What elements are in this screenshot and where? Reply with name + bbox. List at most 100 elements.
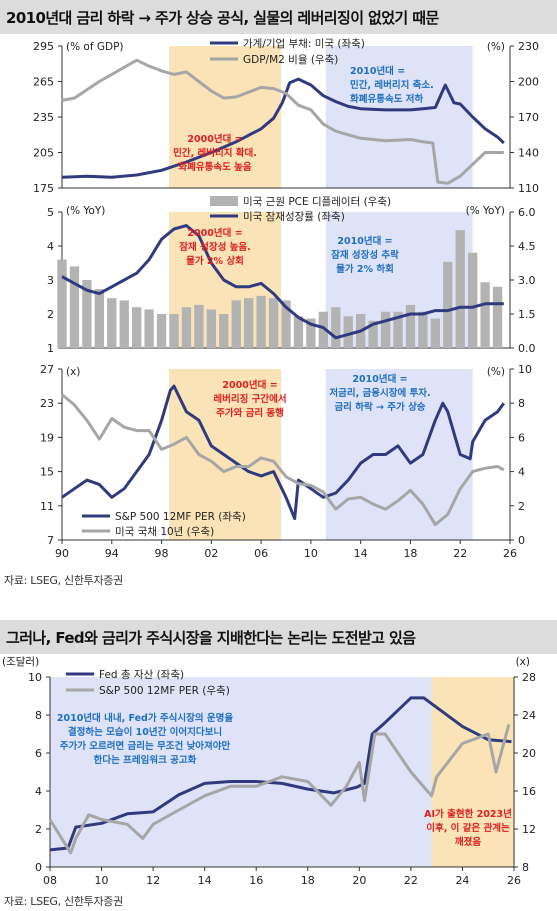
panel2-bar [281, 300, 291, 348]
panel3-x-tick-label: 06 [254, 547, 268, 560]
panel2-bar [256, 295, 266, 348]
panel4-legend-label: S&P 500 12MF PER (우축) [99, 685, 230, 697]
panel4-legend-label: Fed 총 자산 (좌축) [99, 669, 184, 681]
panel3-x-tick-label: 14 [354, 547, 368, 560]
panel4-series-2-line [48, 724, 511, 855]
panel4-right-tick-label: 16 [522, 785, 536, 798]
panel3-left-tick-label: 19 [40, 431, 54, 444]
panel2-bar [480, 282, 490, 348]
panel3-left-tick-label: 15 [40, 466, 54, 479]
panel4-x-tick-label: 18 [301, 874, 315, 885]
panel2-annotation-line: 물가 2% 하회 [336, 263, 394, 275]
panel3-series-2-line [61, 393, 505, 527]
panel3-x-tick-label: 18 [403, 547, 417, 560]
panel1-annotation-line: 화폐유통속도 저하 [350, 93, 423, 105]
panel4-shade-2 [431, 677, 514, 867]
panel2-bar [219, 314, 229, 348]
panel2-bar [268, 298, 279, 348]
panel4-left-tick-label: 0 [35, 861, 42, 874]
panel3-annotation-line: 레버리징 구간에서 [213, 393, 286, 405]
panel1-annotation-2: 2000년대 = 민간, 레버리지 확대. 화폐유통속도 높음 [173, 133, 257, 173]
panel3-right-tick-label: 2 [518, 500, 525, 513]
panel2-annotation-line: 잠재 성장성 추락 [331, 249, 399, 261]
panel3-legend-label: S&P 500 12MF PER (좌축) [115, 511, 246, 523]
panel3-annotation-line: 2000년대 = [222, 379, 277, 391]
panel2-bar [331, 307, 341, 348]
panel4-annotation-line: AI가 출현한 2023년 [424, 808, 512, 820]
panel4-annotation-2: AI가 출현한 2023년 이후, 이 같은 관계는 깨졌음 [424, 808, 512, 848]
panel4-annotation-line: 결정하는 모습이 10년간 이어지다보니 [68, 726, 222, 738]
panel2-bar [468, 252, 478, 348]
panel4-left-tick-label: 8 [35, 709, 42, 722]
panel1-legend-label: 가계/기업 부채: 미국 (좌축) [243, 37, 365, 50]
panel4-x-tick-label: 16 [249, 874, 263, 885]
panel2-bar [306, 318, 316, 348]
panel1-right-tick-label: 170 [518, 111, 539, 124]
panel4-right-tick-label: 28 [522, 671, 536, 684]
panel2-bar [380, 311, 391, 348]
panel2-bar [144, 309, 154, 348]
panel2-bar [119, 300, 129, 348]
panel4-left-tick-label: 10 [28, 671, 42, 684]
panel3-left-tick-label: 23 [40, 397, 54, 410]
panel1-right-tick-label: 110 [518, 182, 539, 195]
panel2-bar [443, 261, 453, 348]
panel2-bar [231, 300, 241, 348]
section2-title: 그러나, Fed와 금리가 주식시장을 지배한다는 논리는 도전받고 있음 [6, 629, 416, 647]
panel1-series-1-line [61, 77, 505, 179]
panel2-annotation-1: 2000년대 = 잠재 성장성 높음. 물가 2% 상회 [179, 227, 250, 267]
panel4-right-tick-label: 20 [522, 747, 536, 760]
panel3-x-tick-label: 26 [503, 547, 517, 560]
panel3-x-tick-label: 22 [453, 547, 467, 560]
panel2-left-tick-label: 5 [47, 206, 54, 219]
panel2-bar [244, 298, 254, 348]
panel2-left-unit: (% YoY) [66, 205, 105, 217]
panel3-right-tick-label: 6 [518, 431, 525, 444]
panel2-left-tick-label: 2 [47, 308, 54, 321]
panel3-annotation-line: 주가와 금리 동행 [216, 407, 284, 419]
panel2-bar [368, 320, 378, 348]
panel2-bar [132, 307, 142, 348]
panel2-bar [455, 230, 465, 348]
panel3-series-1-line [61, 384, 506, 521]
panel3-right-tick-label: 0 [518, 534, 525, 547]
panel4-annotation-line: 한다는 프레임워크 공고화 [94, 754, 197, 766]
panel2-right-tick-label: 0.0 [518, 342, 536, 355]
panel2-bar [156, 314, 167, 348]
panel1-left-tick-label: 175 [33, 182, 54, 195]
panel2-bar [82, 280, 92, 348]
panel1-shade-2 [325, 46, 473, 188]
panel3-left-tick-label: 7 [47, 534, 54, 547]
panel2-right-tick-label: 4.5 [518, 240, 536, 253]
panel4-x-tick-label: 20 [352, 874, 366, 885]
panel2-right-tick-label: 1.5 [518, 308, 536, 321]
panel1-annotation-line: 2000년대 = [187, 133, 242, 145]
panel3-x-tick-label: 94 [105, 547, 119, 560]
panel3-left-unit: (x) [66, 366, 80, 378]
panel4-left-unit: (조달러) [2, 656, 39, 668]
panel2-annotation-line: 2000년대 = [187, 227, 242, 239]
panel4-shade-1 [50, 677, 432, 867]
panel4-x-tick-label: 22 [404, 874, 418, 885]
panel2-bar [94, 289, 104, 348]
section1-title-bar: 2010년대 금리 하락 → 주가 상승 공식, 실물의 레버리징이 없었기 때… [0, 0, 557, 34]
section2-source: 자료: LSEG, 신한투자증권 [4, 895, 123, 908]
panel3-x-tick-label: 98 [155, 547, 169, 560]
panel1-annotation-line: 화폐유통속도 높음 [178, 161, 251, 173]
panel2-bar [405, 304, 416, 348]
panel2-right-tick-label: 6.0 [518, 206, 536, 219]
panel1-annotation-line: 민간, 레버리지 확대. [173, 147, 257, 159]
panel2-bar [343, 316, 353, 348]
panel2-legend-label: 미국 근원 PCE 디플레이터 (우축) [243, 196, 391, 208]
panel3-x-tick-label: 02 [204, 547, 218, 560]
panel2-bar [293, 316, 304, 348]
panel3-right-unit: (%) [487, 366, 505, 378]
panel1-left-tick-label: 295 [33, 40, 54, 53]
panel2-bar [318, 311, 328, 348]
panel4-left-tick-label: 6 [35, 747, 42, 760]
panel2-bar [430, 318, 440, 348]
panel3-annotation-2: 2010년대 = 저금리, 금융시장에 투자. 금리 하락 → 주가 상승 [329, 373, 430, 413]
panel3-annotation-line: 2010년대 = [352, 373, 407, 385]
panel1-left-tick-label: 235 [33, 111, 54, 124]
